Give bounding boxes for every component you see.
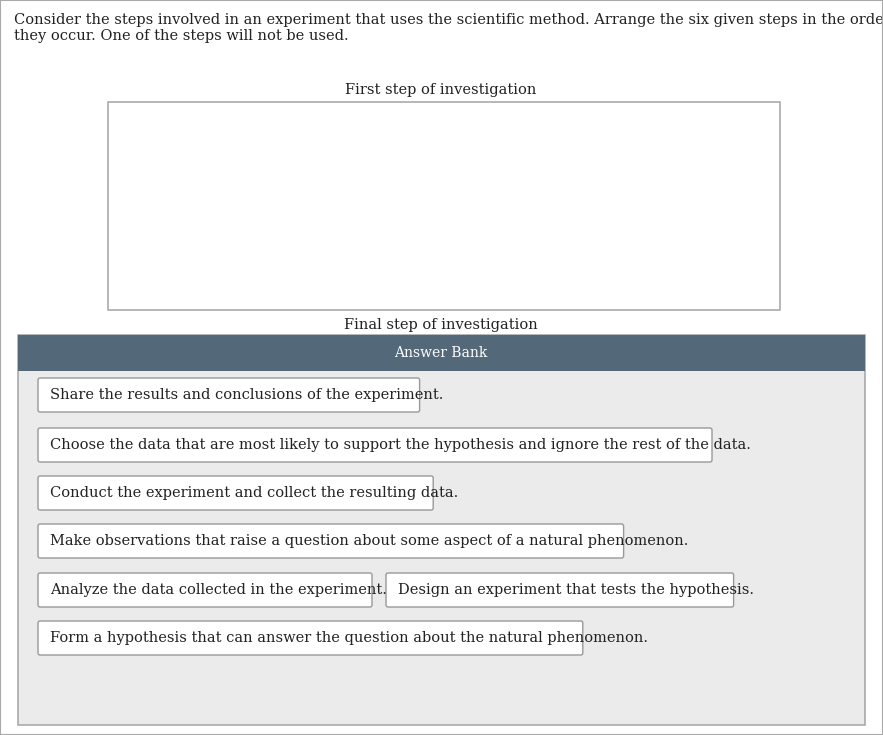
Bar (18, 335, 865, 725)
FancyBboxPatch shape (38, 378, 419, 412)
Text: Consider the steps involved in an experiment that uses the scientific method. Ar: Consider the steps involved in an experi… (14, 13, 883, 27)
Bar (108, 102, 780, 310)
FancyBboxPatch shape (38, 476, 434, 510)
Text: Conduct the experiment and collect the resulting data.: Conduct the experiment and collect the r… (50, 486, 458, 500)
FancyBboxPatch shape (38, 573, 372, 607)
Bar (18, 335, 865, 371)
Text: Final step of investigation: Final step of investigation (344, 318, 538, 332)
Text: Choose the data that are most likely to support the hypothesis and ignore the re: Choose the data that are most likely to … (50, 438, 751, 452)
Text: Analyze the data collected in the experiment.: Analyze the data collected in the experi… (50, 583, 387, 597)
Text: Share the results and conclusions of the experiment.: Share the results and conclusions of the… (50, 388, 443, 402)
Text: Answer Bank: Answer Bank (395, 346, 487, 360)
FancyBboxPatch shape (38, 524, 623, 558)
Text: Make observations that raise a question about some aspect of a natural phenomeno: Make observations that raise a question … (50, 534, 689, 548)
Text: they occur. One of the steps will not be used.: they occur. One of the steps will not be… (14, 29, 349, 43)
FancyBboxPatch shape (38, 621, 583, 655)
Text: First step of investigation: First step of investigation (345, 83, 537, 97)
FancyBboxPatch shape (38, 428, 712, 462)
FancyBboxPatch shape (386, 573, 734, 607)
Text: Form a hypothesis that can answer the question about the natural phenomenon.: Form a hypothesis that can answer the qu… (50, 631, 648, 645)
Text: Design an experiment that tests the hypothesis.: Design an experiment that tests the hypo… (398, 583, 754, 597)
